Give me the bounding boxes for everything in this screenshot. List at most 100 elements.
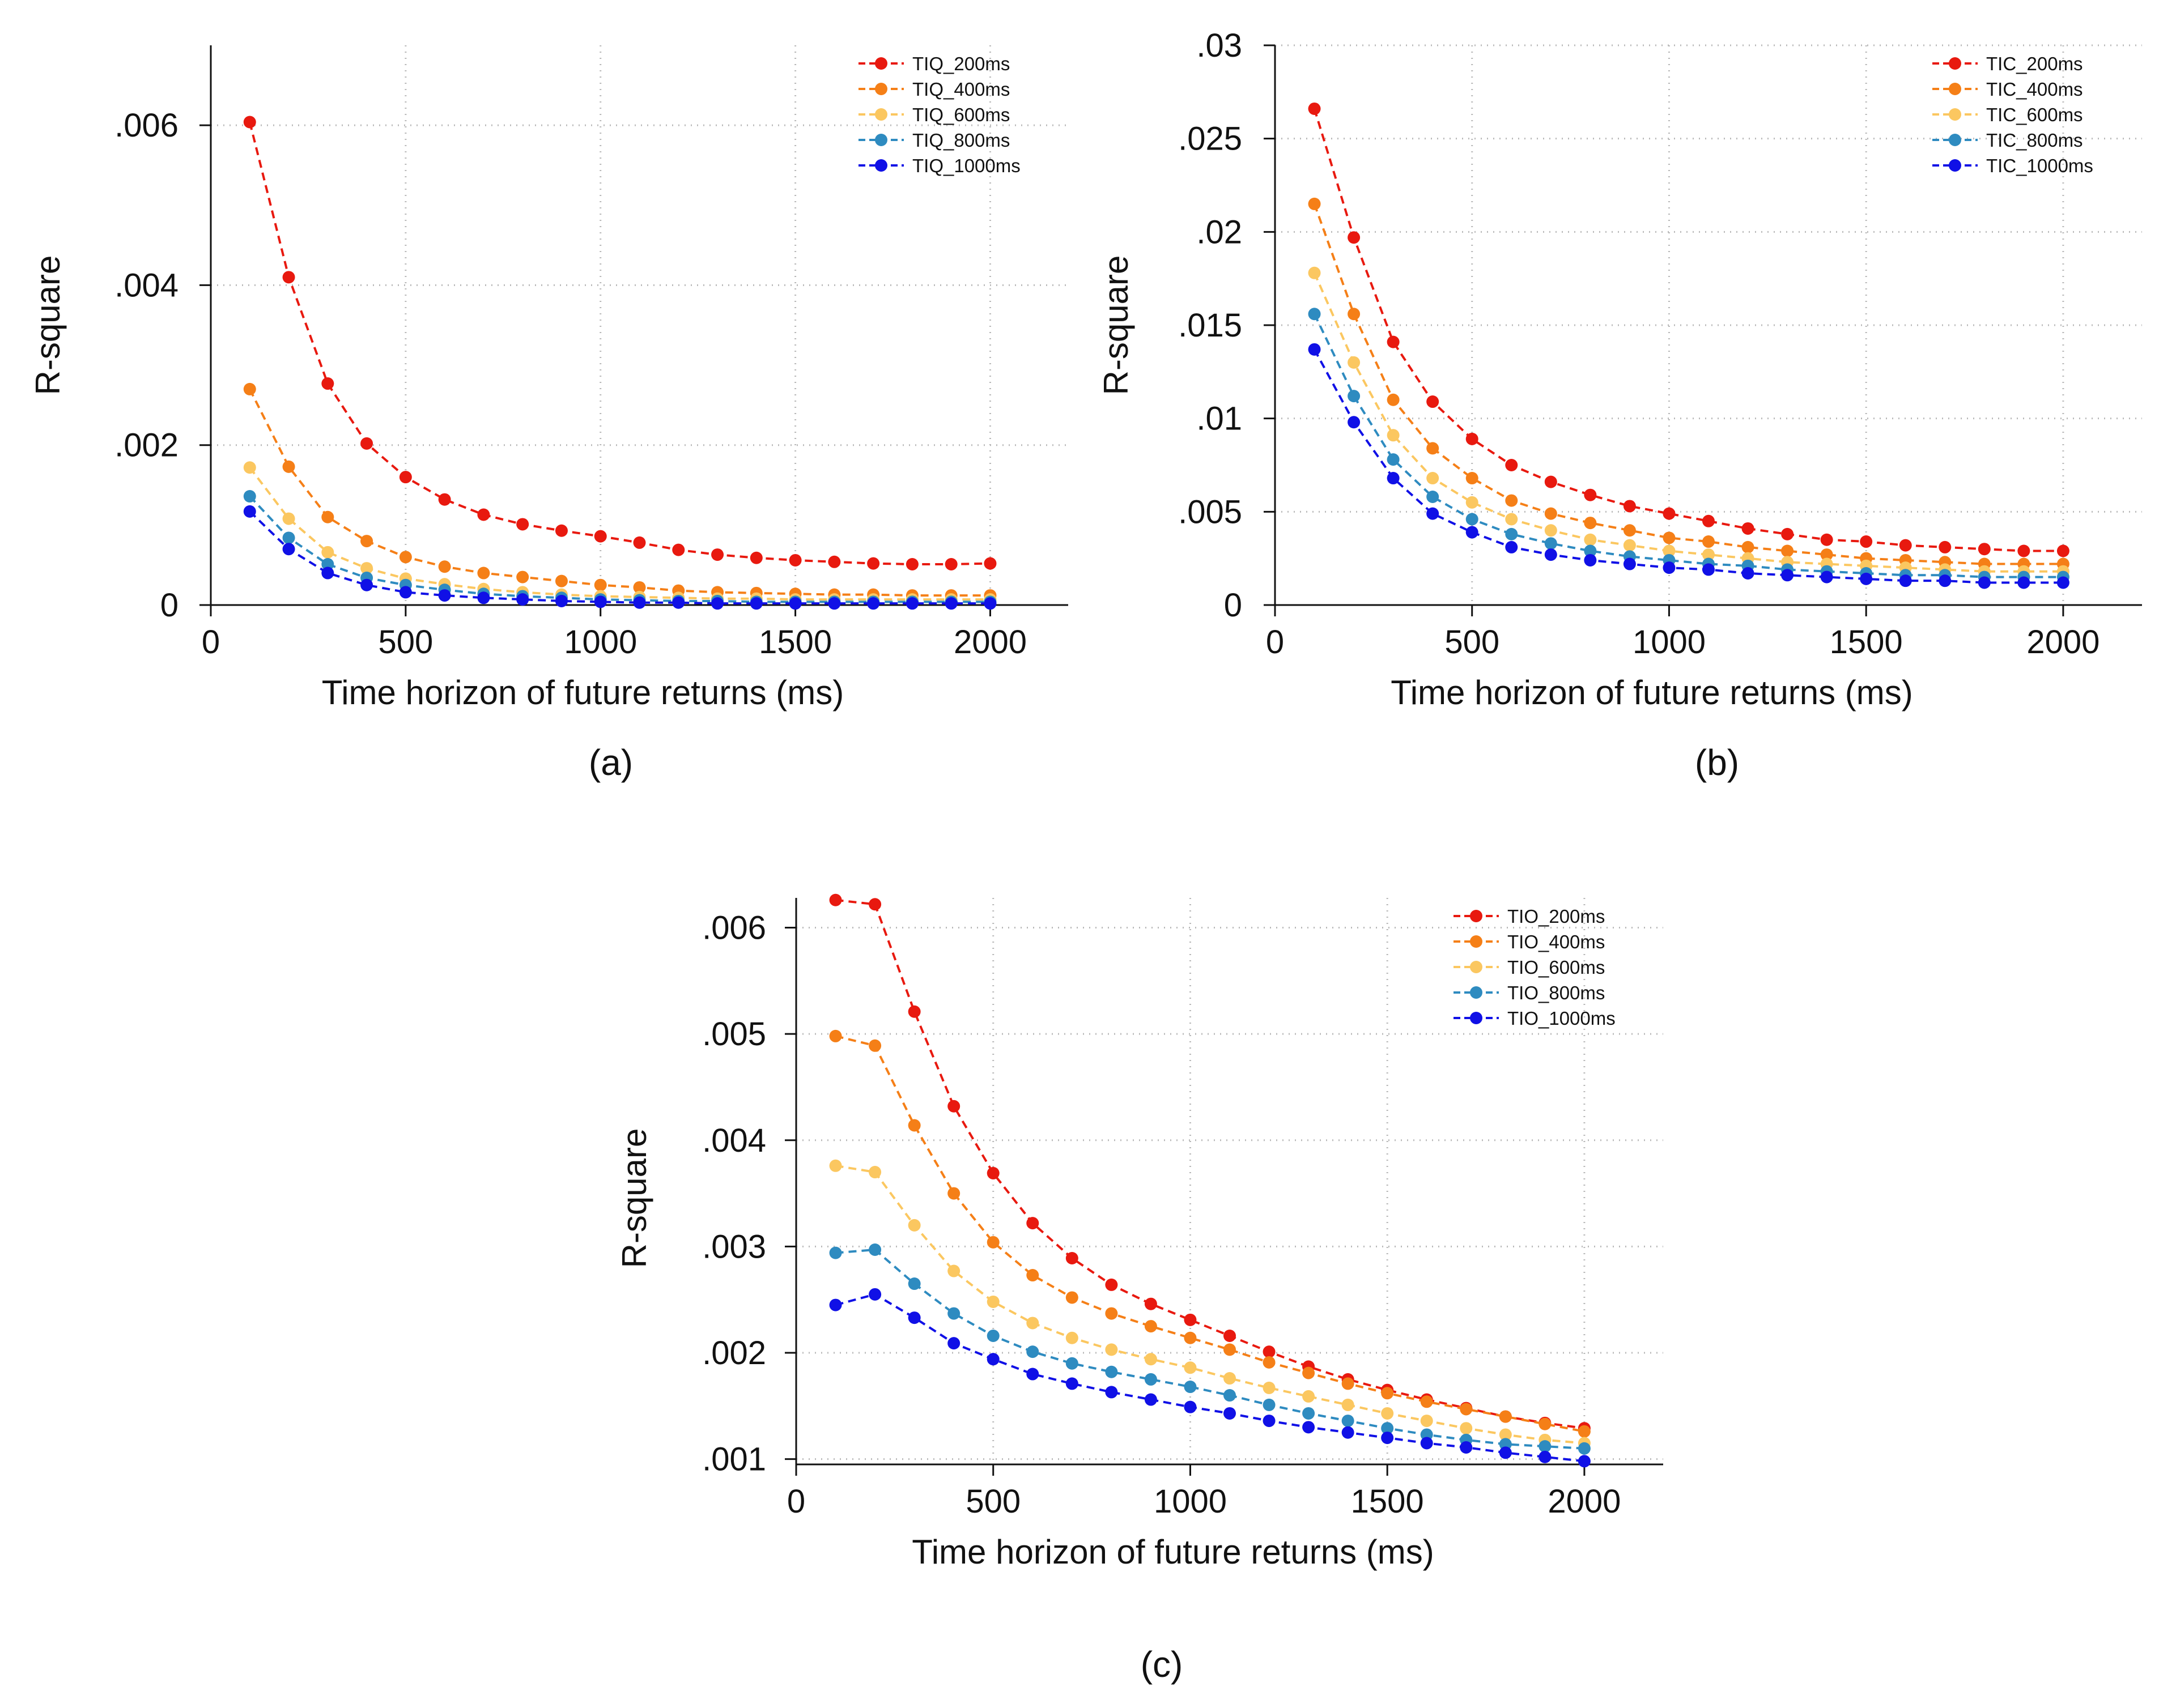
data-point-TIO_800ms [1302, 1407, 1315, 1420]
data-point-TIQ_200ms [789, 553, 802, 567]
x-axis-title: Time horizon of future returns (ms) [1391, 674, 1912, 712]
data-point-TIO_200ms [829, 893, 842, 906]
data-point-TIC_400ms [1465, 472, 1478, 485]
data-point-TIO_600ms [1263, 1381, 1276, 1394]
data-point-TIO_1000ms [1184, 1400, 1197, 1413]
panel-b-chart: 0 500 1000 1500 2000 0 .005 .01 .015 .02 .025 .03 Ti… [1097, 27, 2142, 783]
data-point-TIO_400ms [908, 1119, 921, 1132]
data-point-TIC_600ms [1544, 524, 1557, 537]
y-tick-label: .03 [1196, 27, 1242, 64]
data-point-TIQ_400ms [477, 567, 490, 580]
data-point-TIQ_800ms [321, 558, 334, 571]
x-tick-label: 1500 [759, 624, 832, 661]
data-point-TIO_800ms [1263, 1398, 1276, 1411]
data-point-TIO_1000ms [1105, 1386, 1118, 1399]
data-point-TIC_1000ms [1308, 343, 1321, 356]
series-line-TIO_800ms [835, 1248, 1585, 1450]
data-point-TIO_600ms [1026, 1317, 1039, 1330]
data-point-TIC_1000ms [2017, 576, 2030, 589]
legend-entry-TIQ_600ms: TIQ_600ms [912, 104, 1010, 125]
x-tick-label: 1000 [564, 624, 637, 661]
data-point-TIO_800ms [869, 1243, 882, 1256]
data-point-TIO_1000ms [1381, 1432, 1394, 1445]
legend-entry-TIO_400ms: TIO_400ms [1507, 931, 1605, 952]
data-point-TIC_400ms [1348, 308, 1361, 321]
y-tick-label: .006 [702, 910, 766, 947]
data-point-TIC_600ms [1623, 539, 1636, 552]
legend-swatch-marker [875, 57, 887, 70]
x-tick-label: 1000 [1633, 624, 1706, 661]
series-line-TIC_600ms [1313, 272, 2063, 573]
data-point-TIQ_200ms [282, 271, 295, 284]
data-point-TIO_400ms [1420, 1395, 1433, 1408]
data-point-TIC_200ms [1860, 535, 1873, 548]
data-point-TIC_800ms [1584, 544, 1597, 557]
data-point-TIO_200ms [1065, 1252, 1078, 1265]
legend-entry-TIQ_400ms: TIQ_400ms [912, 79, 1010, 100]
series-line-TIO_600ms [835, 1164, 1585, 1445]
data-point-TIC_600ms [1348, 356, 1361, 369]
x-tick-label: 1000 [1154, 1483, 1227, 1520]
data-point-TIQ_1000ms [243, 505, 256, 518]
legend-swatch-marker [1949, 57, 1961, 70]
data-point-TIC_1000ms [1820, 570, 1833, 583]
data-point-TIQ_200ms [360, 437, 373, 450]
y-tick-label: .015 [1178, 307, 1242, 344]
data-point-TIC_800ms [1465, 513, 1478, 526]
data-point-TIO_1000ms [1499, 1446, 1512, 1459]
data-point-TIQ_1000ms [555, 594, 568, 607]
data-point-TIQ_200ms [750, 551, 763, 564]
data-point-TIO_400ms [1263, 1356, 1276, 1369]
data-point-TIQ_200ms [711, 548, 724, 561]
data-point-TIQ_600ms [243, 461, 256, 474]
data-point-TIC_600ms [1308, 266, 1321, 279]
data-point-TIO_800ms [1105, 1365, 1118, 1378]
series-line-TIC_200ms [1313, 108, 2063, 552]
data-point-TIQ_200ms [867, 557, 880, 570]
data-point-TIC_400ms [1741, 540, 1754, 553]
x-tick-label: 0 [202, 624, 220, 661]
data-point-TIQ_200ms [984, 557, 997, 570]
data-point-TIO_1000ms [1460, 1441, 1473, 1454]
data-point-TIO_400ms [869, 1039, 882, 1052]
x-tick-label: 0 [1266, 624, 1284, 661]
data-point-TIO_600ms [1105, 1343, 1118, 1356]
data-point-TIO_1000ms [1223, 1407, 1236, 1420]
panel-caption: (c) [1141, 1644, 1183, 1685]
legend-entry-TIC_1000ms: TIC_1000ms [1986, 155, 2093, 176]
data-point-TIO_400ms [947, 1187, 960, 1200]
data-point-TIC_200ms [1387, 335, 1400, 348]
data-point-TIO_200ms [908, 1005, 921, 1018]
legend-entry-TIO_200ms: TIO_200ms [1507, 906, 1605, 927]
legend-swatch-marker [1470, 1012, 1482, 1024]
data-point-TIC_800ms [1544, 537, 1557, 550]
data-point-TIO_1000ms [1578, 1455, 1591, 1468]
data-point-TIC_200ms [1663, 507, 1676, 520]
data-point-TIQ_400ms [360, 535, 373, 548]
data-point-TIQ_1000ms [321, 567, 334, 580]
data-point-TIC_400ms [1781, 544, 1794, 557]
x-tick-label: 0 [787, 1483, 805, 1520]
y-tick-label: .025 [1178, 121, 1242, 157]
data-point-TIC_200ms [1426, 395, 1439, 408]
data-point-TIQ_200ms [945, 558, 958, 571]
data-point-TIQ_1000ms [789, 597, 802, 610]
data-point-TIC_1000ms [1663, 561, 1676, 574]
data-point-TIO_800ms [1223, 1389, 1236, 1402]
data-point-TIC_200ms [1544, 475, 1557, 488]
data-point-TIO_400ms [1499, 1410, 1512, 1423]
data-point-TIO_1000ms [1144, 1393, 1157, 1406]
data-point-TIO_400ms [1578, 1425, 1591, 1438]
data-point-TIC_600ms [1663, 544, 1676, 557]
data-point-TIC_1000ms [1702, 563, 1715, 576]
data-point-TIC_400ms [1663, 531, 1676, 544]
data-point-TIO_200ms [947, 1100, 960, 1113]
data-point-TIO_600ms [1144, 1353, 1157, 1366]
data-point-TIC_400ms [1387, 393, 1400, 406]
data-point-TIQ_1000ms [477, 591, 490, 604]
data-point-TIQ_400ms [555, 574, 568, 587]
data-point-TIC_1000ms [1978, 576, 1991, 589]
data-point-TIC_800ms [1387, 453, 1400, 466]
legend-swatch-marker [875, 134, 887, 146]
data-point-TIO_600ms [1381, 1407, 1394, 1420]
